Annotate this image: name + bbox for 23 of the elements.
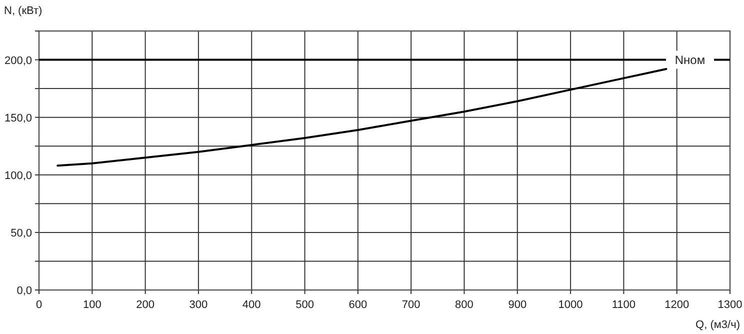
x-axis-title: Q, (м3/ч) (696, 319, 740, 331)
y-tick-label: 50,0 (10, 227, 32, 240)
y-tick-label: 100,0 (4, 170, 32, 182)
y-tick-label: 150,0 (4, 112, 32, 124)
y-tick-label: 0,0 (16, 285, 32, 297)
line-series (56, 68, 668, 167)
x-tick-label: 0 (36, 299, 42, 311)
y-tick-label: 200,0 (4, 54, 32, 67)
x-tick-label: 400 (242, 299, 261, 311)
ref-line-label: Nном (674, 52, 706, 67)
x-tick-label: 900 (508, 299, 527, 311)
x-tick-label: 1100 (612, 299, 636, 311)
x-tick-label: 1200 (664, 299, 690, 311)
x-tick-label: 200 (136, 299, 154, 311)
x-tick-label: 800 (455, 299, 474, 311)
x-tick-label: 100 (82, 299, 102, 311)
x-tick-label: 1000 (558, 299, 583, 311)
x-tick-label: 700 (402, 299, 420, 311)
x-tick-label: 1300 (718, 299, 742, 311)
x-tick-label: 600 (348, 299, 368, 311)
y-axis-title: N, (кВт) (4, 5, 42, 17)
x-tick-label: 500 (296, 299, 314, 311)
x-tick-label: 300 (189, 299, 208, 311)
